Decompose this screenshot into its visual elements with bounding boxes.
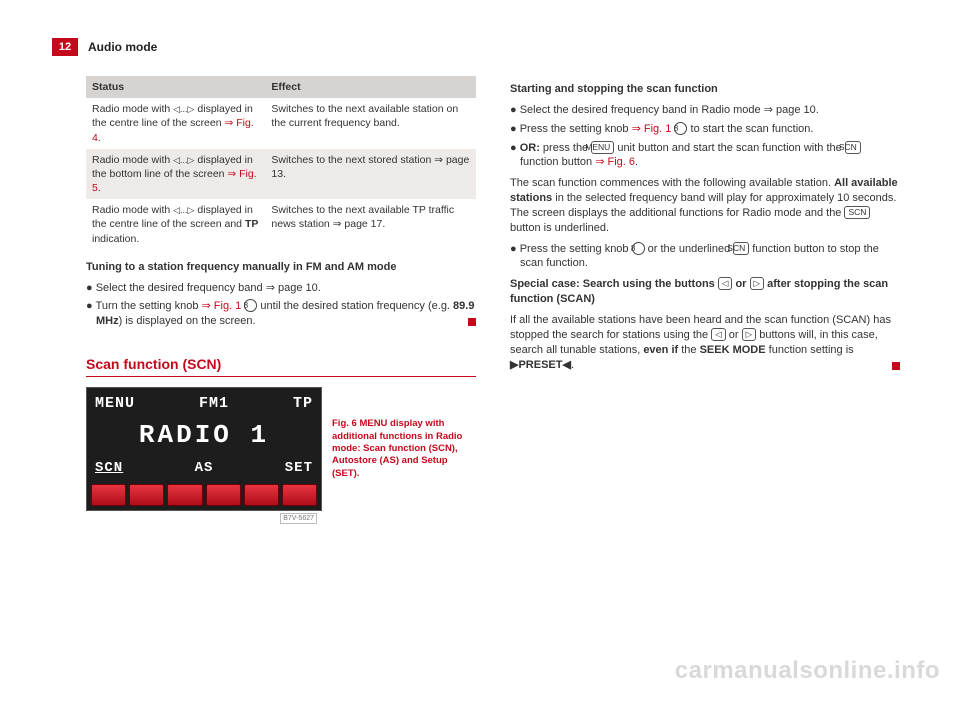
scn-key-icon: SCN	[845, 141, 861, 154]
scan-bullet-3: OR: press the MENU unit button and start…	[510, 141, 900, 171]
scan-section-title: Scan function (SCN)	[86, 355, 476, 374]
th-status: Status	[86, 76, 265, 98]
figure-code-label: B7V-5627	[280, 513, 317, 524]
status-cell: Radio mode with ◁...▷ displayed in the b…	[86, 149, 265, 200]
th-effect: Effect	[265, 76, 476, 98]
scan-bullet-4: Press the setting knob 8 or the underlin…	[510, 242, 900, 272]
radio-bottom-row: SCN AS SET	[91, 459, 317, 484]
scan-paragraph-1: The scan function commences with the fol…	[510, 176, 900, 235]
scn-key-icon: SCN	[844, 206, 870, 219]
tuning-bullet-2: Turn the setting knob ⇒ Fig. 1 8 until t…	[86, 299, 476, 329]
radio-hw-button	[91, 484, 126, 506]
right-arrow-key-icon: ▷	[742, 328, 757, 341]
start-stop-heading: Starting and stopping the scan function	[510, 82, 900, 97]
knob-ref-8-icon: 8	[244, 299, 257, 312]
page-section-title: Audio mode	[88, 40, 157, 54]
radio-station-title: RADIO 1	[91, 416, 317, 459]
radio-as-label: AS	[195, 459, 214, 478]
radio-screen-mock: MENU FM1 TP RADIO 1 SCN AS SET B7V-5627	[86, 387, 322, 511]
section-underline	[86, 376, 476, 377]
radio-button-row	[91, 484, 317, 506]
effect-cell: Switches to the next available station o…	[265, 98, 476, 149]
watermark-text: carmanualsonline.info	[675, 657, 940, 685]
special-case-heading: Special case: Search using the buttons ◁…	[510, 277, 900, 307]
right-column: Starting and stopping the scan function …	[510, 76, 900, 378]
knob-ref-8-icon: 8	[632, 242, 645, 255]
tuning-bullet-1: Select the desired frequency band ⇒ page…	[86, 281, 476, 296]
tuning-heading: Tuning to a station frequency manually i…	[86, 260, 476, 275]
radio-fm1-label: FM1	[199, 394, 229, 414]
left-column: Status Effect Radio mode with ◁...▷ disp…	[86, 76, 476, 511]
table-row: Radio mode with ◁...▷ displayed in the b…	[86, 149, 476, 200]
section-end-icon	[468, 318, 476, 326]
effect-cell: Switches to the next available TP traffi…	[265, 199, 476, 250]
radio-tp-label: TP	[293, 394, 313, 414]
table-row: Radio mode with ◁...▷ displayed in the c…	[86, 199, 476, 250]
radio-hw-button	[244, 484, 279, 506]
scan-bullet-2: Press the setting knob ⇒ Fig. 1 8 to sta…	[510, 122, 900, 137]
radio-hw-button	[129, 484, 164, 506]
status-cell: Radio mode with ◁...▷ displayed in the c…	[86, 98, 265, 149]
radio-set-label: SET	[285, 459, 313, 478]
radio-top-row: MENU FM1 TP	[91, 392, 317, 416]
page-number: 12	[52, 38, 78, 56]
radio-hw-button	[282, 484, 317, 506]
radio-hw-button	[206, 484, 241, 506]
effect-cell: Switches to the next stored station ⇒ pa…	[265, 149, 476, 200]
table-header-row: Status Effect	[86, 76, 476, 98]
figure-6: MENU FM1 TP RADIO 1 SCN AS SET B7V-5627 …	[86, 387, 476, 511]
scn-key-icon: SCN	[733, 242, 749, 255]
table-row: Radio mode with ◁...▷ displayed in the c…	[86, 98, 476, 149]
radio-menu-label: MENU	[95, 394, 135, 414]
menu-key-icon: MENU	[591, 141, 614, 154]
radio-scn-label: SCN	[95, 459, 123, 478]
left-arrow-key-icon: ◁	[718, 277, 733, 290]
status-effect-table: Status Effect Radio mode with ◁...▷ disp…	[86, 76, 476, 250]
figure-6-caption: Fig. 6 MENU display with additional func…	[332, 418, 472, 480]
special-case-paragraph: If all the available stations have been …	[510, 313, 900, 372]
radio-hw-button	[167, 484, 202, 506]
left-arrow-key-icon: ◁	[711, 328, 726, 341]
knob-ref-8-icon: 8	[674, 122, 687, 135]
right-arrow-key-icon: ▷	[750, 277, 765, 290]
scan-bullet-1: Select the desired frequency band in Rad…	[510, 103, 900, 118]
section-end-icon	[892, 362, 900, 370]
status-cell: Radio mode with ◁...▷ displayed in the c…	[86, 199, 265, 250]
